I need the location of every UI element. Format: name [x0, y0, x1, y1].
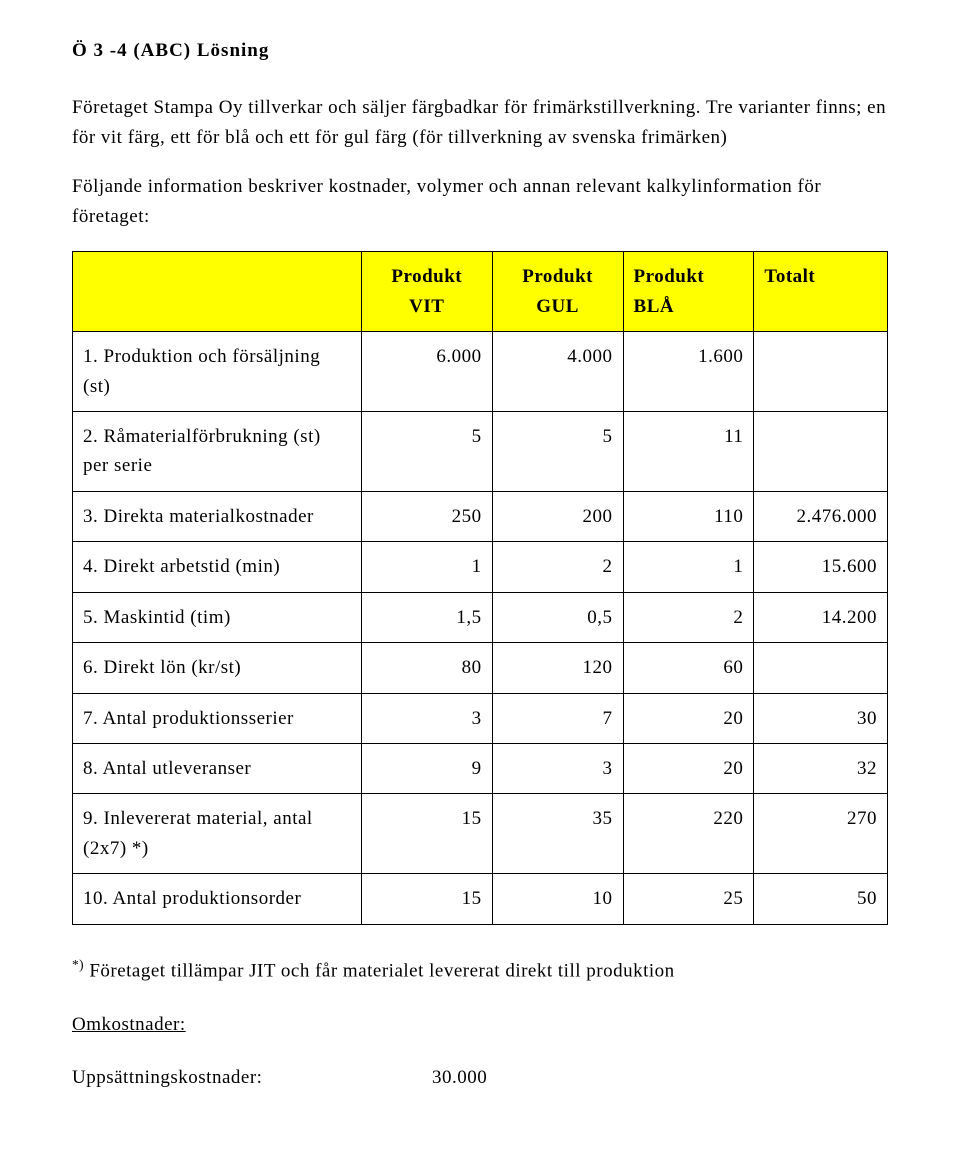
cell: 270 [754, 794, 888, 874]
cell: 15 [361, 794, 492, 874]
cell: 20 [623, 693, 754, 743]
header-totalt: Totalt [754, 252, 888, 332]
table-row: 4. Direkt arbetstid (min) 1 2 1 15.600 [73, 542, 888, 592]
header-gul: Produkt GUL [492, 252, 623, 332]
cell-label: 6. Direkt lön (kr/st) [73, 643, 362, 693]
cell: 200 [492, 491, 623, 541]
cell: 1 [361, 542, 492, 592]
cell: 80 [361, 643, 492, 693]
cell: 250 [361, 491, 492, 541]
header-totalt-top: Totalt [764, 262, 877, 291]
cell: 120 [492, 643, 623, 693]
data-table: Produkt VIT Produkt GUL Produkt BLÅ Tota… [72, 251, 888, 925]
cell: 5 [361, 411, 492, 491]
cell-label: 10. Antal produktionsorder [73, 874, 362, 924]
cell: 3 [492, 744, 623, 794]
header-vit-top: Produkt [372, 262, 482, 291]
footnote: *) Företaget tillämpar JIT och får mater… [72, 955, 888, 986]
header-bla-top: Produkt BLÅ [634, 262, 744, 321]
footnote-marker: *) [72, 957, 84, 972]
cell: 110 [623, 491, 754, 541]
uppsattning-label: Uppsättningskostnader: [72, 1063, 432, 1092]
cell: 60 [623, 643, 754, 693]
cell: 20 [623, 744, 754, 794]
cell: 10 [492, 874, 623, 924]
cell-label: 9. Inlevererat material, antal (2x7) *) [73, 794, 362, 874]
table-body: 1. Produktion och försäljning (st) 6.000… [73, 332, 888, 925]
header-gul-bot: GUL [503, 292, 613, 321]
header-gul-top: Produkt [503, 262, 613, 291]
cell-label: 5. Maskintid (tim) [73, 592, 362, 642]
page-title: Ö 3 -4 (ABC) Lösning [72, 36, 888, 65]
cell-label: 4. Direkt arbetstid (min) [73, 542, 362, 592]
table-row: 8. Antal utleveranser 9 3 20 32 [73, 744, 888, 794]
cell: 2.476.000 [754, 491, 888, 541]
table-row: 9. Inlevererat material, antal (2x7) *) … [73, 794, 888, 874]
cell: 32 [754, 744, 888, 794]
cell: 50 [754, 874, 888, 924]
cell-label: 7. Antal produktionsserier [73, 693, 362, 743]
cell: 1,5 [361, 592, 492, 642]
cell [754, 332, 888, 412]
cell: 14.200 [754, 592, 888, 642]
cell: 6.000 [361, 332, 492, 412]
cell: 5 [492, 411, 623, 491]
footnote-text: Företaget tillämpar JIT och får material… [84, 960, 675, 981]
paragraph-2: Följande information beskriver kostnader… [72, 172, 888, 231]
header-vit: Produkt VIT [361, 252, 492, 332]
cell-label: 2. Råmaterialförbrukning (st) per serie [73, 411, 362, 491]
cell: 25 [623, 874, 754, 924]
header-bla: Produkt BLÅ [623, 252, 754, 332]
table-row: 6. Direkt lön (kr/st) 80 120 60 [73, 643, 888, 693]
table-row: 2. Råmaterialförbrukning (st) per serie … [73, 411, 888, 491]
paragraph-1: Företaget Stampa Oy tillverkar och sälje… [72, 93, 888, 152]
cell: 4.000 [492, 332, 623, 412]
cell-label: 3. Direkta materialkostnader [73, 491, 362, 541]
uppsattning-value: 30.000 [432, 1063, 487, 1092]
table-row: 5. Maskintid (tim) 1,5 0,5 2 14.200 [73, 592, 888, 642]
header-blank [73, 252, 362, 332]
cell: 15 [361, 874, 492, 924]
cell: 0,5 [492, 592, 623, 642]
omkostnader-heading: Omkostnader: [72, 1010, 888, 1039]
cell [754, 411, 888, 491]
cell: 9 [361, 744, 492, 794]
cell [754, 643, 888, 693]
cell-label: 8. Antal utleveranser [73, 744, 362, 794]
cell: 220 [623, 794, 754, 874]
cell: 3 [361, 693, 492, 743]
table-row: 1. Produktion och försäljning (st) 6.000… [73, 332, 888, 412]
cell: 15.600 [754, 542, 888, 592]
cell: 30 [754, 693, 888, 743]
cell: 7 [492, 693, 623, 743]
cell: 2 [623, 592, 754, 642]
cell: 2 [492, 542, 623, 592]
cell: 1.600 [623, 332, 754, 412]
cell: 1 [623, 542, 754, 592]
table-header-row: Produkt VIT Produkt GUL Produkt BLÅ Tota… [73, 252, 888, 332]
table-row: 3. Direkta materialkostnader 250 200 110… [73, 491, 888, 541]
table-row: 7. Antal produktionsserier 3 7 20 30 [73, 693, 888, 743]
uppsattning-line: Uppsättningskostnader: 30.000 [72, 1063, 888, 1092]
cell-label: 1. Produktion och försäljning (st) [73, 332, 362, 412]
cell: 11 [623, 411, 754, 491]
header-vit-bot: VIT [372, 292, 482, 321]
cell: 35 [492, 794, 623, 874]
table-row: 10. Antal produktionsorder 15 10 25 50 [73, 874, 888, 924]
